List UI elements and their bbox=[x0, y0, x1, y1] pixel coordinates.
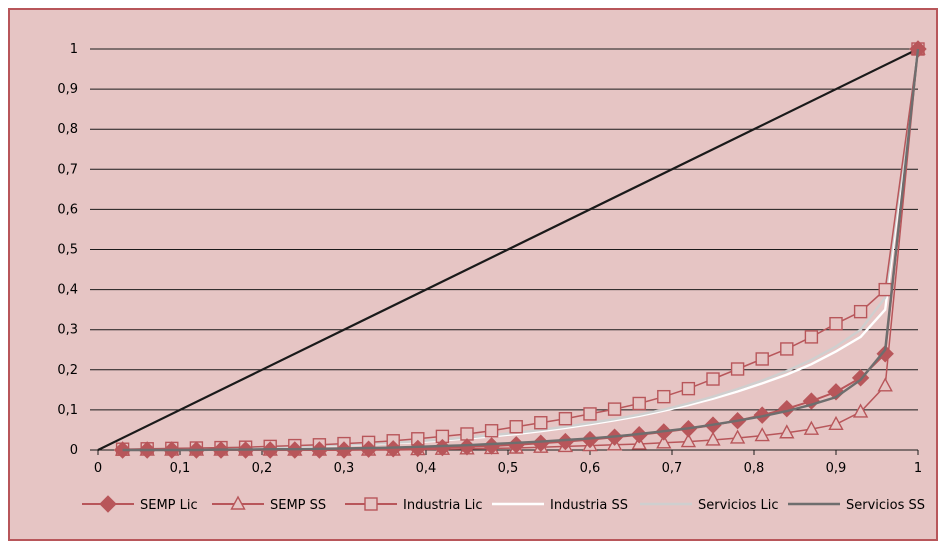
legend-label: Servicios SS bbox=[846, 498, 925, 513]
data-point bbox=[705, 431, 721, 446]
data-point bbox=[853, 304, 868, 319]
legend-label: SEMP SS bbox=[270, 498, 326, 513]
data-point bbox=[509, 420, 523, 434]
x-tick-label: 0,7 bbox=[662, 461, 683, 476]
data-point bbox=[706, 372, 720, 386]
y-tick-label: 1 bbox=[70, 42, 78, 57]
y-tick-label: 0,5 bbox=[57, 243, 78, 258]
y-tick-label: 0,8 bbox=[57, 122, 78, 137]
legend-item: Servicios Lic bbox=[640, 498, 779, 513]
data-point bbox=[878, 282, 892, 297]
data-point bbox=[532, 434, 550, 452]
data-point bbox=[632, 396, 646, 411]
y-tick-label: 0,7 bbox=[57, 162, 78, 177]
y-tick-label: 0,4 bbox=[57, 283, 78, 298]
data-point bbox=[656, 434, 672, 449]
data-point bbox=[681, 381, 696, 396]
data-point bbox=[804, 330, 819, 344]
legend-label: Industria Lic bbox=[403, 498, 483, 513]
x-tick-label: 0,9 bbox=[826, 461, 847, 476]
x-tick-label: 0,4 bbox=[416, 461, 437, 476]
data-point bbox=[729, 429, 746, 444]
data-point bbox=[876, 345, 894, 363]
series-line bbox=[122, 48, 920, 452]
data-point bbox=[558, 412, 573, 426]
legend-item: Servicios SS bbox=[788, 498, 925, 513]
data-point bbox=[680, 433, 697, 448]
legend-label: Industria SS bbox=[550, 498, 628, 513]
x-tick-label: 0 bbox=[94, 461, 102, 476]
x-tick-label: 0,8 bbox=[744, 461, 765, 476]
x-tick-label: 0,3 bbox=[334, 461, 355, 476]
data-point bbox=[99, 495, 117, 513]
data-point bbox=[755, 352, 769, 366]
y-tick-label: 0,3 bbox=[57, 323, 78, 338]
x-tick-label: 0,1 bbox=[170, 461, 191, 476]
y-tick-label: 0,1 bbox=[57, 403, 78, 418]
legend-item: Industria Lic bbox=[345, 497, 483, 513]
data-point bbox=[754, 427, 770, 442]
legend-item: SEMP SS bbox=[212, 495, 326, 513]
x-tick-label: 0,2 bbox=[252, 461, 273, 476]
equality-line bbox=[97, 48, 919, 451]
data-point bbox=[484, 424, 499, 438]
y-tick-label: 0,2 bbox=[57, 363, 78, 378]
x-tick-label: 0,6 bbox=[580, 461, 601, 476]
x-tick-label: 1 bbox=[914, 461, 922, 476]
data-point bbox=[852, 403, 869, 418]
data-point bbox=[877, 377, 893, 392]
y-tick-label: 0,6 bbox=[57, 202, 78, 217]
data-point bbox=[827, 383, 845, 401]
x-tick-label: 0,5 bbox=[498, 461, 519, 476]
y-tick-label: 0 bbox=[70, 443, 78, 458]
legend-item: Industria SS bbox=[492, 498, 628, 513]
data-point bbox=[828, 415, 844, 431]
data-point bbox=[230, 495, 246, 510]
legend-label: SEMP Lic bbox=[140, 498, 198, 513]
data-point bbox=[657, 389, 671, 404]
data-point bbox=[364, 497, 378, 511]
legend-label: Servicios Lic bbox=[698, 498, 779, 513]
y-tick-label: 0,9 bbox=[57, 82, 78, 97]
series-servicios-ss bbox=[122, 48, 920, 452]
data-point bbox=[534, 416, 548, 430]
data-point bbox=[583, 407, 597, 421]
data-point bbox=[779, 424, 795, 439]
data-point bbox=[780, 342, 794, 356]
data-point bbox=[730, 362, 745, 376]
data-point bbox=[607, 402, 622, 416]
legend-item: SEMP Lic bbox=[82, 495, 198, 513]
data-point bbox=[803, 420, 820, 435]
data-point bbox=[829, 316, 843, 331]
